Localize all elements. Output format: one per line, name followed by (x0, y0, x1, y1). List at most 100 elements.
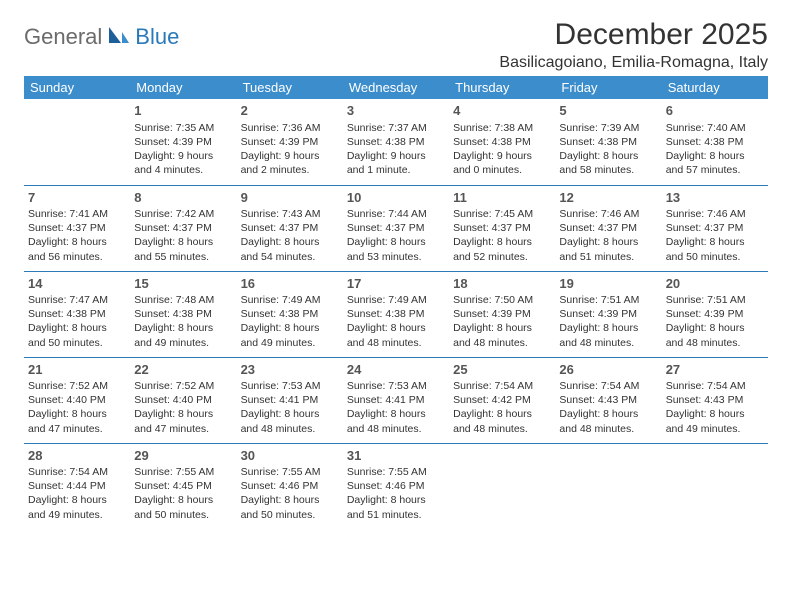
day-number: 30 (241, 447, 339, 465)
daylight-text: Daylight: 9 hours and 1 minute. (347, 149, 445, 177)
day-number: 5 (559, 102, 657, 120)
day-number: 28 (28, 447, 126, 465)
calendar-cell: 11Sunrise: 7:45 AMSunset: 4:37 PMDayligh… (449, 185, 555, 271)
sunrise-text: Sunrise: 7:46 AM (666, 207, 764, 221)
sunrise-text: Sunrise: 7:49 AM (241, 293, 339, 307)
calendar-week-row: 14Sunrise: 7:47 AMSunset: 4:38 PMDayligh… (24, 271, 768, 357)
sunset-text: Sunset: 4:37 PM (347, 221, 445, 235)
daylight-text: Daylight: 8 hours and 50 minutes. (28, 321, 126, 349)
header: General Blue December 2025 Basilicagoian… (24, 18, 768, 72)
day-number: 4 (453, 102, 551, 120)
calendar-cell: 26Sunrise: 7:54 AMSunset: 4:43 PMDayligh… (555, 357, 661, 443)
sunrise-text: Sunrise: 7:39 AM (559, 121, 657, 135)
sunset-text: Sunset: 4:44 PM (28, 479, 126, 493)
weekday-header: Thursday (449, 76, 555, 99)
day-number: 27 (666, 361, 764, 379)
weekday-header: Saturday (662, 76, 768, 99)
sunset-text: Sunset: 4:39 PM (666, 307, 764, 321)
daylight-text: Daylight: 8 hours and 58 minutes. (559, 149, 657, 177)
brand-logo: General Blue (24, 18, 179, 50)
day-number: 17 (347, 275, 445, 293)
sunrise-text: Sunrise: 7:42 AM (134, 207, 232, 221)
sunset-text: Sunset: 4:43 PM (559, 393, 657, 407)
calendar-cell: 13Sunrise: 7:46 AMSunset: 4:37 PMDayligh… (662, 185, 768, 271)
sunrise-text: Sunrise: 7:53 AM (241, 379, 339, 393)
calendar-cell: 12Sunrise: 7:46 AMSunset: 4:37 PMDayligh… (555, 185, 661, 271)
calendar-cell: 5Sunrise: 7:39 AMSunset: 4:38 PMDaylight… (555, 99, 661, 185)
daylight-text: Daylight: 8 hours and 51 minutes. (347, 493, 445, 521)
sunset-text: Sunset: 4:39 PM (241, 135, 339, 149)
daylight-text: Daylight: 8 hours and 56 minutes. (28, 235, 126, 263)
daylight-text: Daylight: 8 hours and 48 minutes. (241, 407, 339, 435)
sunrise-text: Sunrise: 7:45 AM (453, 207, 551, 221)
sunset-text: Sunset: 4:38 PM (347, 135, 445, 149)
day-number: 25 (453, 361, 551, 379)
sunset-text: Sunset: 4:46 PM (241, 479, 339, 493)
day-number: 26 (559, 361, 657, 379)
weekday-header: Sunday (24, 76, 130, 99)
day-number: 8 (134, 189, 232, 207)
calendar-cell: 7Sunrise: 7:41 AMSunset: 4:37 PMDaylight… (24, 185, 130, 271)
weekday-header: Friday (555, 76, 661, 99)
sunset-text: Sunset: 4:37 PM (28, 221, 126, 235)
calendar-cell: 3Sunrise: 7:37 AMSunset: 4:38 PMDaylight… (343, 99, 449, 185)
sunrise-text: Sunrise: 7:47 AM (28, 293, 126, 307)
sunset-text: Sunset: 4:38 PM (666, 135, 764, 149)
daylight-text: Daylight: 8 hours and 48 minutes. (347, 321, 445, 349)
sunrise-text: Sunrise: 7:54 AM (28, 465, 126, 479)
sunset-text: Sunset: 4:37 PM (134, 221, 232, 235)
calendar-cell (24, 99, 130, 185)
calendar-cell: 28Sunrise: 7:54 AMSunset: 4:44 PMDayligh… (24, 443, 130, 529)
sunset-text: Sunset: 4:39 PM (134, 135, 232, 149)
sunset-text: Sunset: 4:41 PM (241, 393, 339, 407)
daylight-text: Daylight: 8 hours and 47 minutes. (134, 407, 232, 435)
day-number: 29 (134, 447, 232, 465)
calendar-cell: 6Sunrise: 7:40 AMSunset: 4:38 PMDaylight… (662, 99, 768, 185)
daylight-text: Daylight: 8 hours and 55 minutes. (134, 235, 232, 263)
calendar-cell: 8Sunrise: 7:42 AMSunset: 4:37 PMDaylight… (130, 185, 236, 271)
daylight-text: Daylight: 8 hours and 48 minutes. (453, 321, 551, 349)
daylight-text: Daylight: 8 hours and 48 minutes. (347, 407, 445, 435)
sunrise-text: Sunrise: 7:41 AM (28, 207, 126, 221)
daylight-text: Daylight: 8 hours and 48 minutes. (453, 407, 551, 435)
daylight-text: Daylight: 8 hours and 48 minutes. (559, 407, 657, 435)
daylight-text: Daylight: 8 hours and 48 minutes. (559, 321, 657, 349)
calendar-cell: 19Sunrise: 7:51 AMSunset: 4:39 PMDayligh… (555, 271, 661, 357)
calendar-cell: 4Sunrise: 7:38 AMSunset: 4:38 PMDaylight… (449, 99, 555, 185)
day-number: 10 (347, 189, 445, 207)
weekday-row: Sunday Monday Tuesday Wednesday Thursday… (24, 76, 768, 99)
brand-sail-icon (107, 25, 129, 50)
calendar-cell: 20Sunrise: 7:51 AMSunset: 4:39 PMDayligh… (662, 271, 768, 357)
calendar-week-row: 28Sunrise: 7:54 AMSunset: 4:44 PMDayligh… (24, 443, 768, 529)
day-number: 24 (347, 361, 445, 379)
calendar-cell: 10Sunrise: 7:44 AMSunset: 4:37 PMDayligh… (343, 185, 449, 271)
sunset-text: Sunset: 4:40 PM (134, 393, 232, 407)
day-number: 11 (453, 189, 551, 207)
calendar-cell: 21Sunrise: 7:52 AMSunset: 4:40 PMDayligh… (24, 357, 130, 443)
sunrise-text: Sunrise: 7:50 AM (453, 293, 551, 307)
sunset-text: Sunset: 4:38 PM (559, 135, 657, 149)
daylight-text: Daylight: 8 hours and 49 minutes. (134, 321, 232, 349)
sunset-text: Sunset: 4:43 PM (666, 393, 764, 407)
sunrise-text: Sunrise: 7:46 AM (559, 207, 657, 221)
sunrise-text: Sunrise: 7:37 AM (347, 121, 445, 135)
sunrise-text: Sunrise: 7:51 AM (559, 293, 657, 307)
sunset-text: Sunset: 4:38 PM (347, 307, 445, 321)
brand-part1: General (24, 24, 102, 50)
day-number: 3 (347, 102, 445, 120)
sunrise-text: Sunrise: 7:55 AM (241, 465, 339, 479)
sunrise-text: Sunrise: 7:43 AM (241, 207, 339, 221)
day-number: 16 (241, 275, 339, 293)
sunset-text: Sunset: 4:39 PM (453, 307, 551, 321)
daylight-text: Daylight: 8 hours and 49 minutes. (28, 493, 126, 521)
sunset-text: Sunset: 4:37 PM (559, 221, 657, 235)
sunrise-text: Sunrise: 7:52 AM (28, 379, 126, 393)
daylight-text: Daylight: 8 hours and 49 minutes. (241, 321, 339, 349)
daylight-text: Daylight: 8 hours and 50 minutes. (134, 493, 232, 521)
month-title: December 2025 (499, 18, 768, 52)
sunset-text: Sunset: 4:46 PM (347, 479, 445, 493)
day-number: 2 (241, 102, 339, 120)
sunset-text: Sunset: 4:41 PM (347, 393, 445, 407)
day-number: 7 (28, 189, 126, 207)
calendar-cell: 15Sunrise: 7:48 AMSunset: 4:38 PMDayligh… (130, 271, 236, 357)
